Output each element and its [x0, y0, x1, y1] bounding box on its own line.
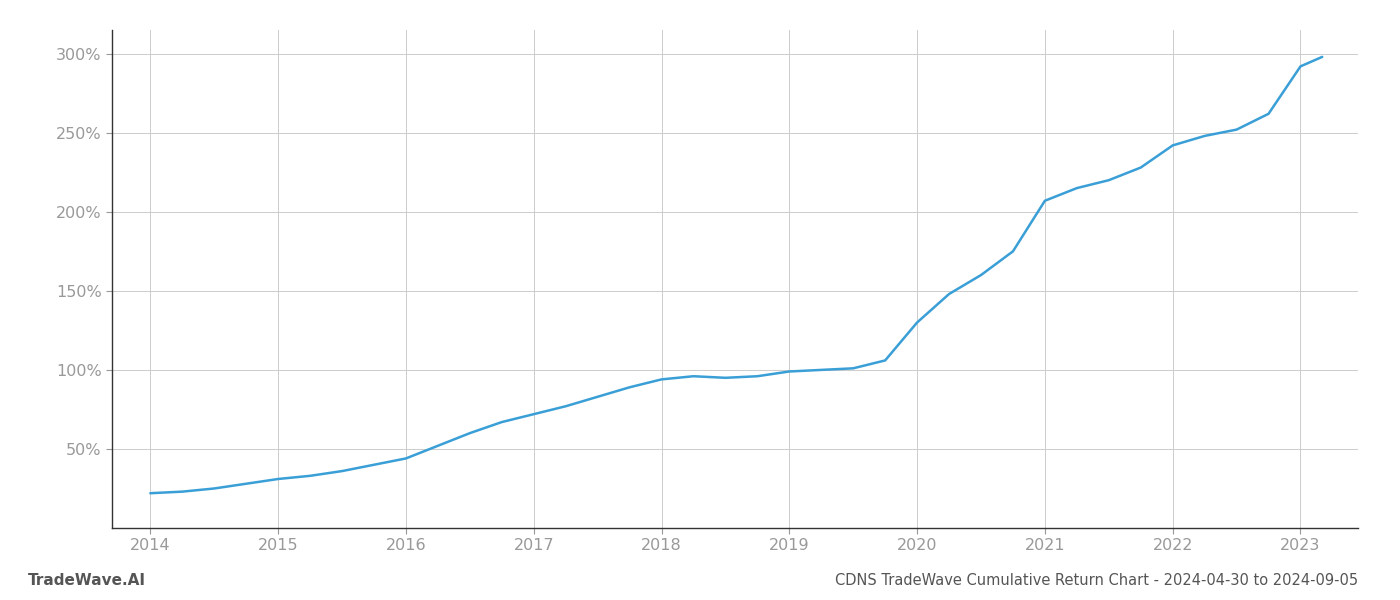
- Text: CDNS TradeWave Cumulative Return Chart - 2024-04-30 to 2024-09-05: CDNS TradeWave Cumulative Return Chart -…: [834, 573, 1358, 588]
- Text: TradeWave.AI: TradeWave.AI: [28, 573, 146, 588]
